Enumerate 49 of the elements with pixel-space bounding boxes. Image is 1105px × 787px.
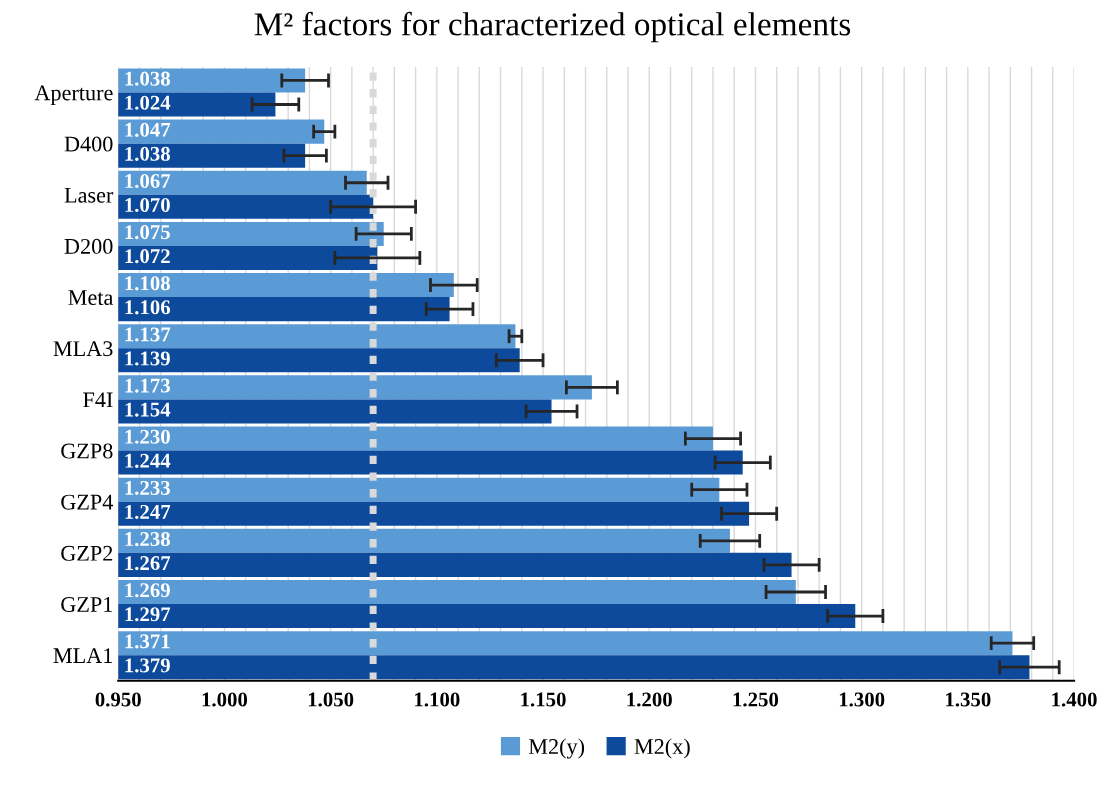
- y-tick-label: MLA1: [53, 648, 113, 663]
- data-label: 1.106: [125, 300, 171, 315]
- y-tick-label: GZP2: [61, 545, 113, 561]
- y-tick-label: F4I: [83, 392, 113, 408]
- data-label: 1.024: [125, 95, 171, 110]
- legend-label: M2(y): [528, 738, 585, 759]
- data-label: 1.267: [125, 556, 171, 571]
- y-tick-label: MLA3: [53, 341, 113, 357]
- y-tick-label: D400: [64, 136, 113, 152]
- data-label: 1.173: [125, 378, 170, 393]
- legend-label: M2(x): [634, 738, 690, 759]
- y-tick-label: Laser: [64, 187, 114, 203]
- data-label: 1.075: [125, 225, 170, 240]
- x-tick-label: 1.250: [733, 692, 779, 707]
- data-label: 1.047: [125, 122, 171, 137]
- x-tick-label: 0.950: [95, 692, 141, 707]
- data-label: 1.108: [125, 276, 170, 291]
- x-tick-label: 1.050: [308, 692, 354, 707]
- x-tick-label: 1.200: [627, 692, 672, 707]
- data-label: 1.230: [125, 429, 170, 444]
- x-tick-label: 1.100: [415, 692, 460, 707]
- data-label: 1.269: [125, 583, 170, 598]
- data-label: 1.244: [125, 453, 171, 468]
- data-label: 1.379: [125, 658, 170, 673]
- y-tick-label: Meta: [68, 290, 114, 306]
- x-tick-label: 1.400: [1052, 692, 1097, 707]
- data-label: 1.067: [125, 173, 171, 189]
- y-tick-label: D200: [64, 238, 113, 254]
- data-label: 1.038: [125, 71, 170, 86]
- x-tick-label: 1.300: [839, 692, 885, 707]
- data-label: 1.139: [125, 351, 170, 366]
- chart-title: M² factors for characterized optical elements: [254, 11, 851, 43]
- x-tick-label: 1.000: [202, 692, 248, 707]
- data-label: 1.154: [125, 402, 171, 417]
- y-tick-label: GZP4: [61, 494, 114, 510]
- y-tick-label: Aperture: [34, 85, 113, 105]
- data-label: 1.233: [125, 480, 170, 495]
- data-label: 1.072: [125, 249, 170, 264]
- x-tick-label: 1.150: [521, 692, 566, 707]
- data-label: 1.137: [125, 327, 171, 342]
- data-label: 1.238: [125, 532, 170, 547]
- x-tick-label: 1.350: [946, 692, 991, 707]
- y-tick-label: GZP1: [61, 597, 113, 612]
- data-label: 1.371: [125, 634, 170, 649]
- y-tick-label: GZP8: [61, 443, 113, 459]
- data-label: 1.070: [125, 197, 170, 213]
- data-label: 1.297: [125, 607, 171, 622]
- data-label: 1.038: [125, 146, 170, 161]
- data-label: 1.247: [125, 504, 171, 520]
